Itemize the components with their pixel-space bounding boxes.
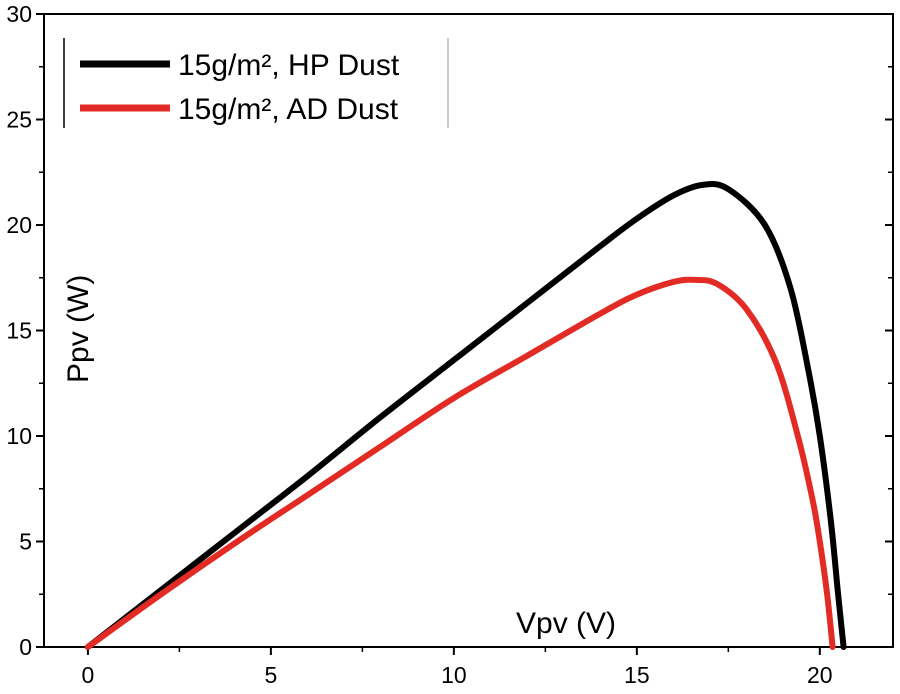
ticks: 0 5 10 15 20 0 5 10 15 20 25 30	[6, 1, 893, 688]
x-tick-label: 5	[264, 662, 277, 688]
x-tick-label: 10	[441, 662, 467, 688]
y-tick-label: 0	[19, 634, 32, 660]
x-axis-title: Vpv (V)	[516, 607, 616, 640]
y-tick-label: 5	[19, 529, 32, 555]
y-tick-label: 30	[6, 1, 32, 27]
y-axis-title: Ppv (W)	[62, 275, 95, 383]
x-tick-label: 15	[624, 662, 650, 688]
legend-label-hp-dust: 15g/m², HP Dust	[178, 49, 400, 82]
series-line-ad-dust	[84, 276, 836, 650]
y-tick-label: 25	[6, 107, 32, 133]
x-tick-label: 20	[807, 662, 833, 688]
y-tick-label: 15	[6, 318, 32, 344]
y-tick-label: 20	[6, 212, 32, 238]
y-tick-label: 10	[6, 423, 32, 449]
legend-label-ad-dust: 15g/m², AD Dust	[178, 93, 399, 126]
series-line-hp-dust	[84, 181, 847, 650]
legend: 15g/m², HP Dust 15g/m², AD Dust	[63, 38, 449, 128]
series	[84, 181, 847, 650]
x-tick-label: 0	[82, 662, 95, 688]
plot-frame	[43, 13, 894, 648]
